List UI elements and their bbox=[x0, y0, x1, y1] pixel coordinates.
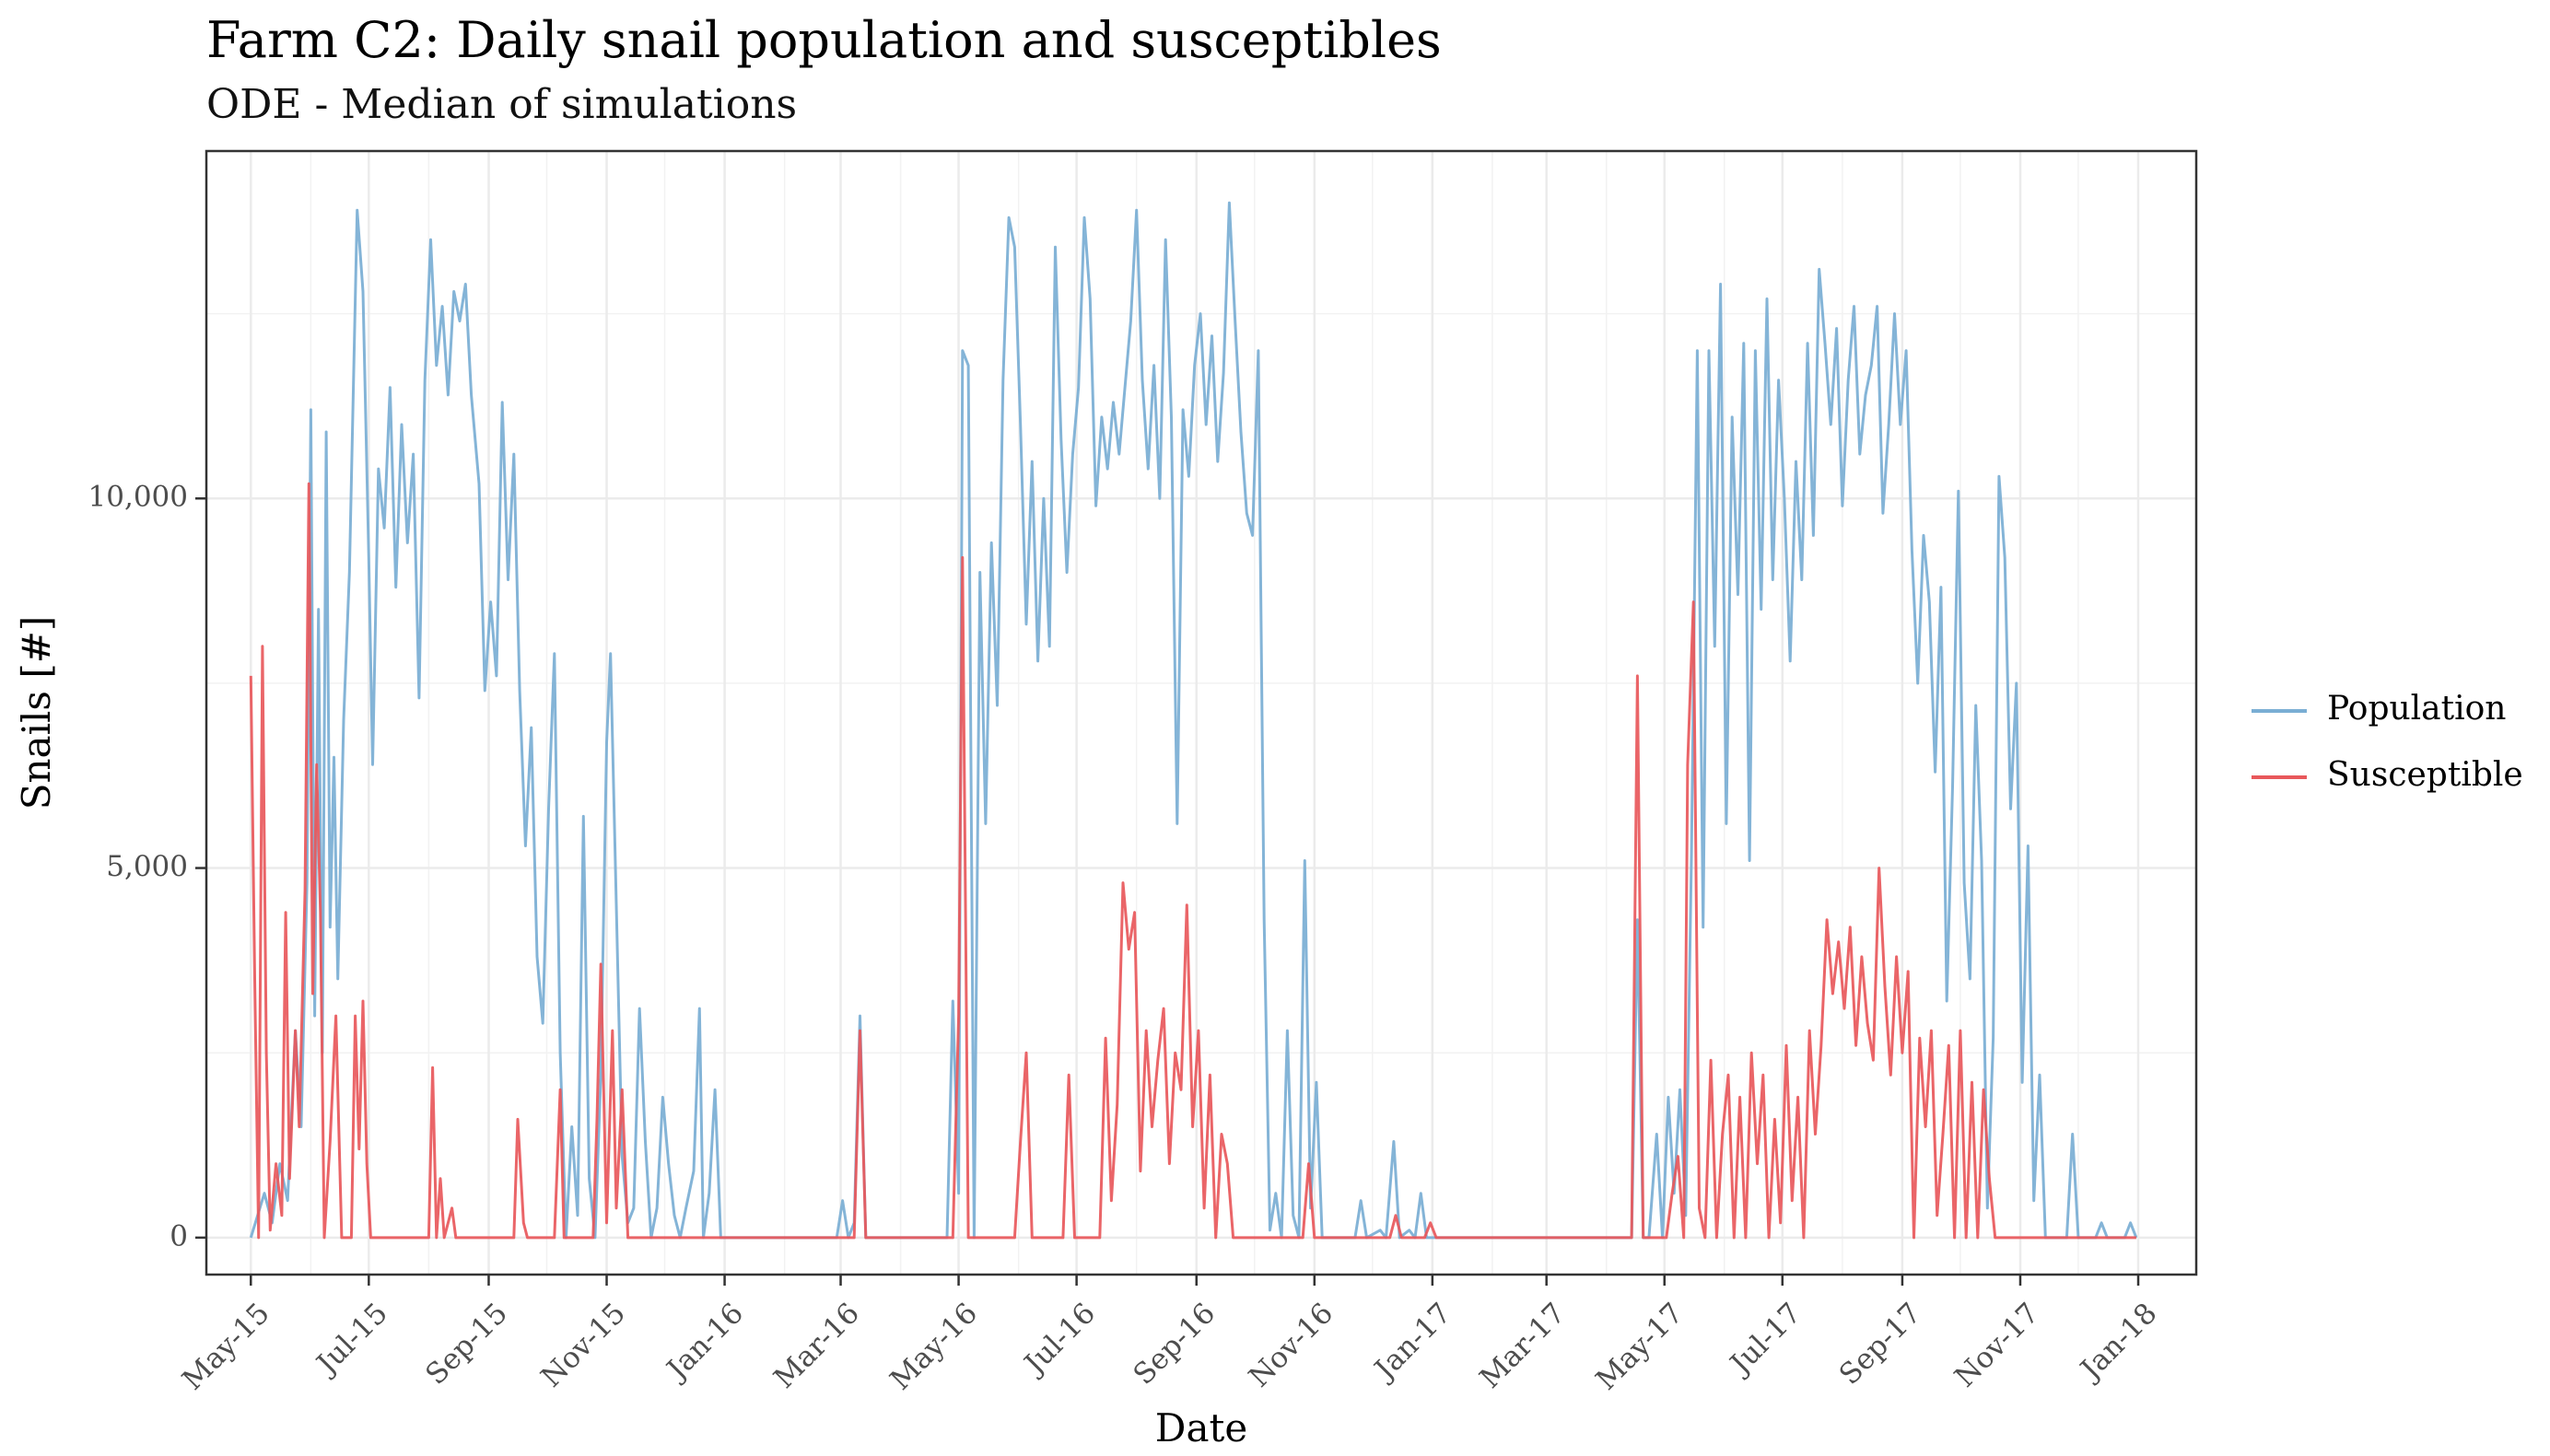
series-line-susceptible bbox=[249, 482, 2136, 1240]
x-tick-label: Mar-17 bbox=[1473, 1297, 1572, 1395]
x-tick-label: Jan-18 bbox=[2073, 1297, 2164, 1388]
legend-label-population: Population bbox=[2327, 690, 2506, 728]
x-tick-label: May-16 bbox=[883, 1297, 984, 1397]
legend: Population Susceptible bbox=[2252, 690, 2523, 794]
x-axis-title: Date bbox=[1155, 1405, 1247, 1450]
x-tick-label: Jul-16 bbox=[1016, 1297, 1102, 1382]
x-tick-label: Nov-17 bbox=[1948, 1297, 2046, 1394]
chart-subtitle: ODE - Median of simulations bbox=[206, 81, 798, 128]
y-axis-title: Snails [#] bbox=[14, 616, 59, 810]
x-tick-label: Nov-16 bbox=[1243, 1297, 1340, 1394]
x-tick-label: Jan-17 bbox=[1366, 1297, 1457, 1388]
x-tick-label: Nov-15 bbox=[534, 1297, 632, 1394]
x-tick-label: Sep-16 bbox=[1127, 1297, 1222, 1392]
chart-title: Farm C2: Daily snail population and susc… bbox=[206, 11, 1442, 69]
series-layer bbox=[249, 201, 2138, 1240]
x-tick-label: Jul-15 bbox=[309, 1297, 394, 1382]
x-tick-label: Mar-16 bbox=[767, 1297, 866, 1395]
series-line-population bbox=[249, 201, 2138, 1240]
x-tick-label: Sep-17 bbox=[1833, 1297, 1928, 1392]
y-tick-label: 0 bbox=[170, 1219, 188, 1252]
x-tick-label: Jan-16 bbox=[659, 1297, 750, 1388]
axes: May-15 Jul-15 Sep-15 Nov-15 Jan-16 Mar-16 May-… bbox=[88, 481, 2164, 1397]
panel-border bbox=[205, 149, 2198, 1276]
y-tick-label: 5,000 bbox=[106, 850, 188, 883]
x-tick-label: Sep-15 bbox=[419, 1297, 514, 1392]
y-tick-label: 10,000 bbox=[88, 481, 188, 514]
x-tick-label: Jul-17 bbox=[1722, 1297, 1807, 1382]
legend-label-susceptible: Susceptible bbox=[2327, 756, 2523, 794]
x-tick-label: May-15 bbox=[176, 1297, 276, 1397]
x-tick-label: May-17 bbox=[1590, 1297, 1690, 1397]
